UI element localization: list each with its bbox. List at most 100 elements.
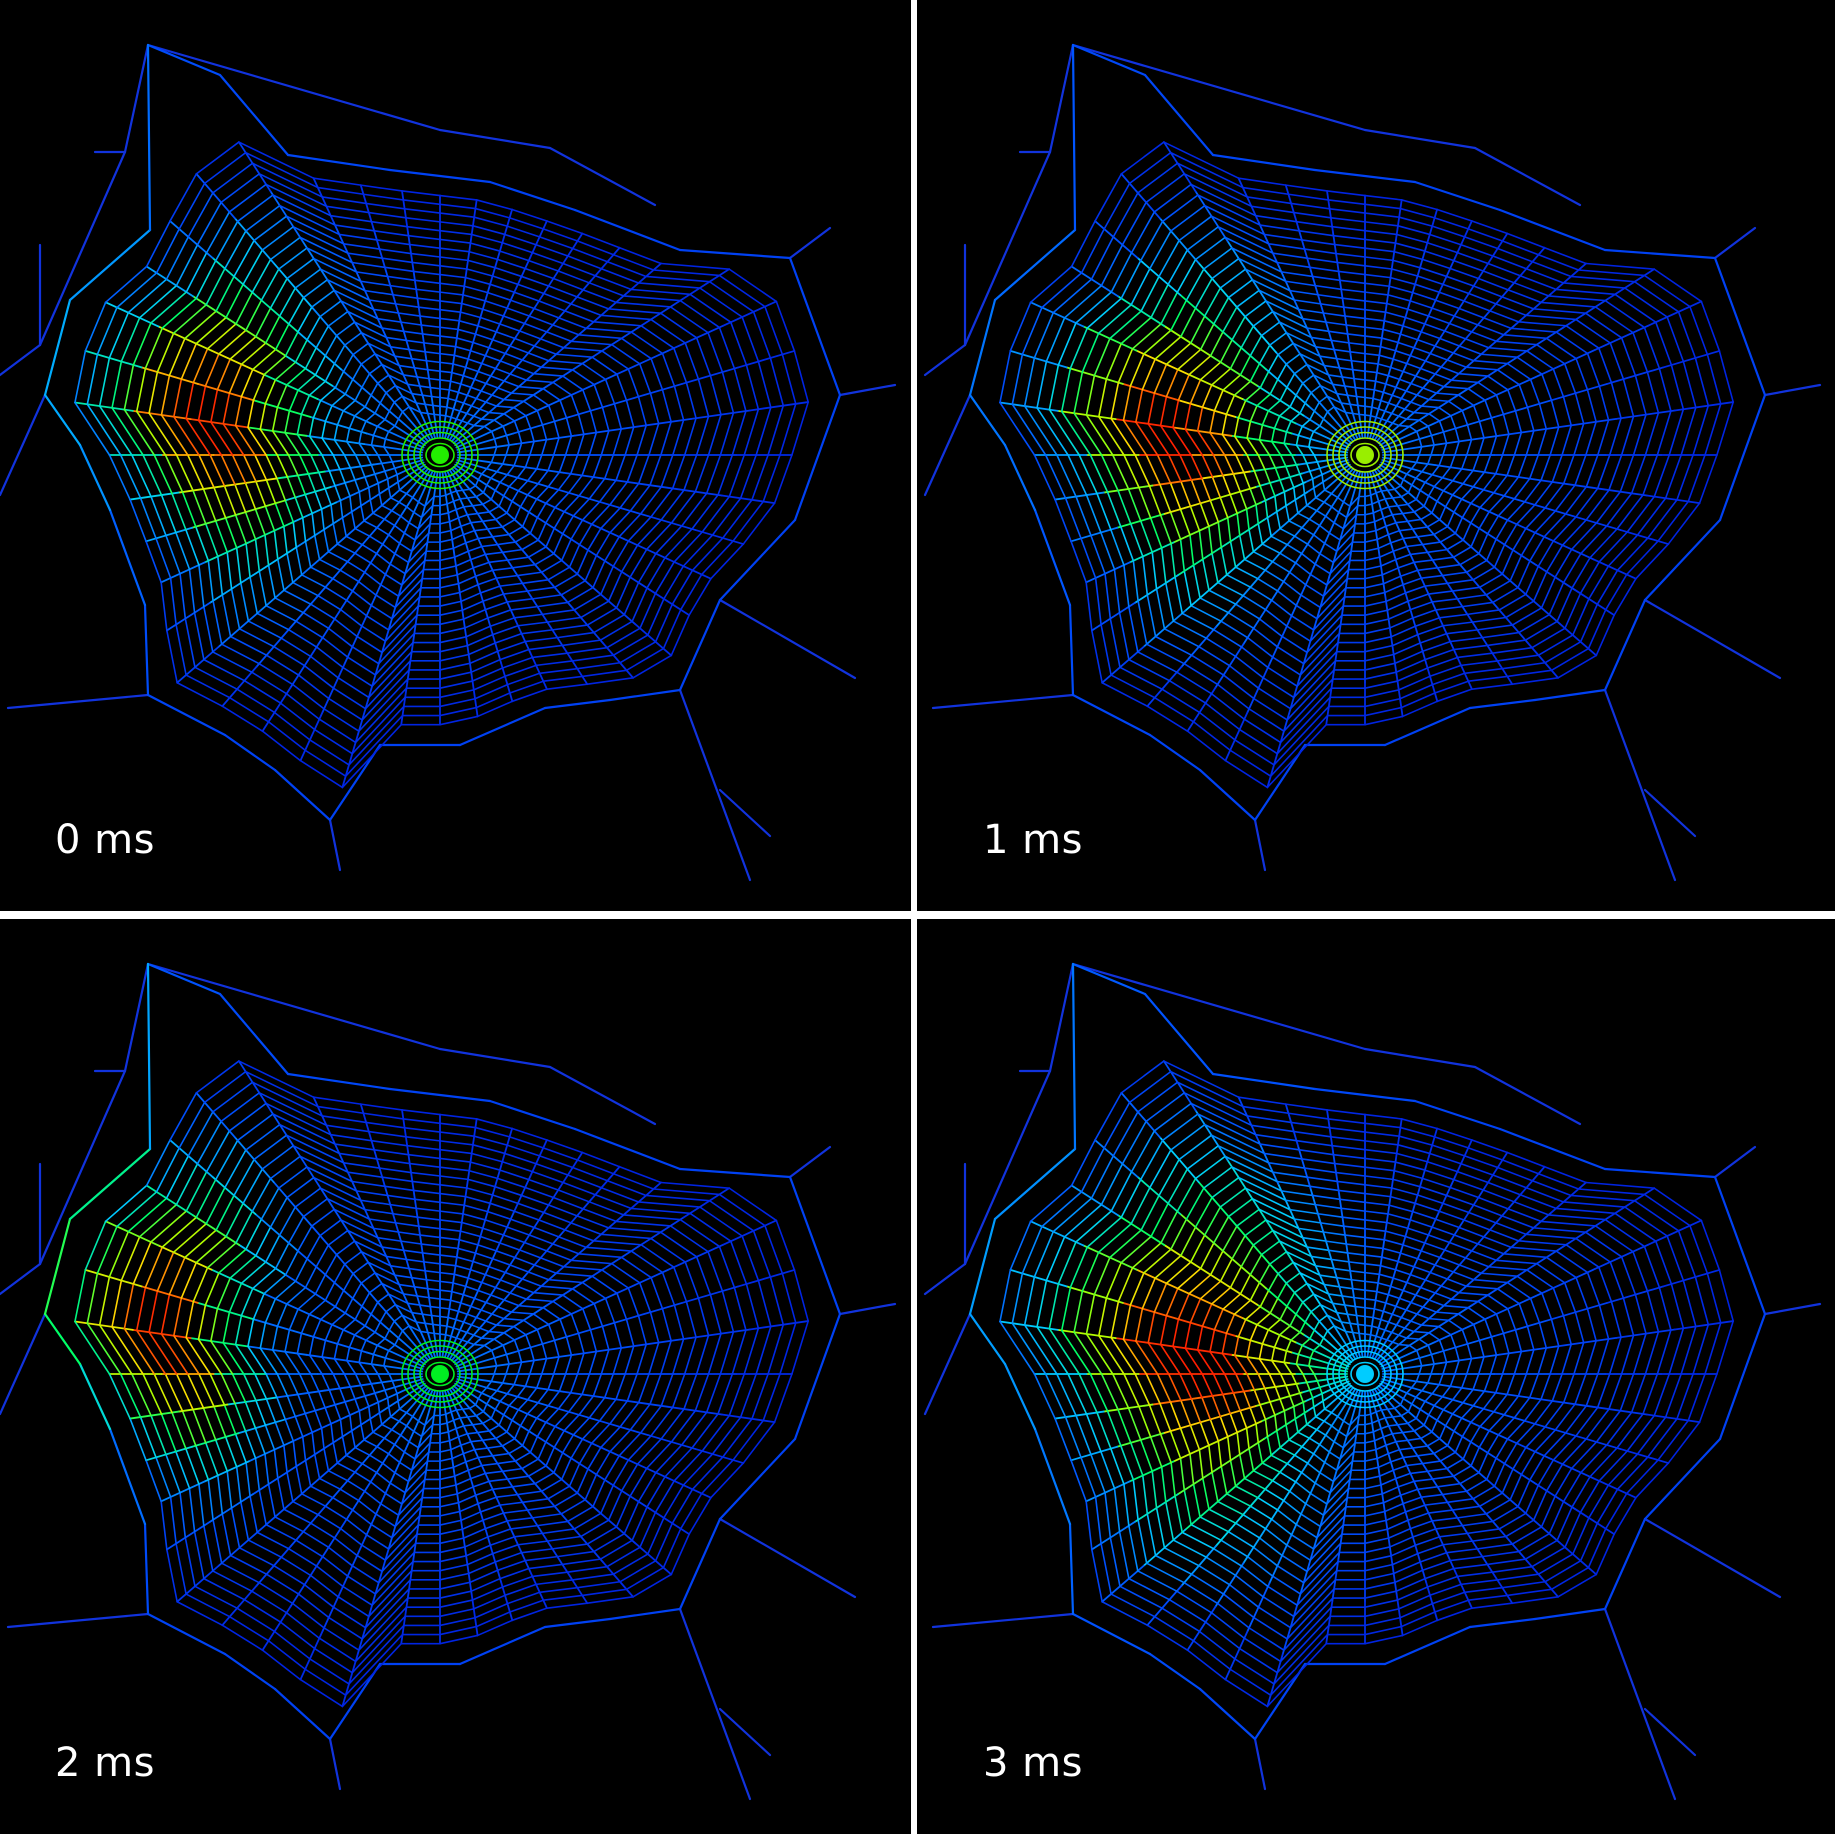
- spiral-thread: [341, 1435, 347, 1457]
- radial-thread: [312, 177, 335, 223]
- spiral-thread: [1350, 359, 1366, 364]
- spiral-thread: [348, 1334, 356, 1349]
- spiral-thread: [1319, 303, 1345, 308]
- radial-thread: [1429, 473, 1479, 489]
- spiral-thread: [502, 590, 529, 595]
- spiral-thread: [1336, 1311, 1349, 1316]
- spiral-thread: [1146, 705, 1189, 732]
- radial-thread: [345, 556, 376, 602]
- spiral-thread: [1409, 551, 1429, 556]
- spiral-thread: [506, 1591, 541, 1605]
- spiral-thread: [1323, 1408, 1333, 1414]
- spiral-thread: [311, 512, 316, 537]
- spiral-thread: [683, 1336, 697, 1375]
- spiral-thread: [473, 216, 508, 227]
- spiral-thread: [186, 1373, 205, 1409]
- spiral-thread: [1153, 183, 1192, 213]
- spiral-thread: [1420, 331, 1441, 340]
- spiral-thread: [407, 1460, 429, 1483]
- radial-thread: [1465, 611, 1491, 650]
- spiral-thread: [1190, 454, 1203, 480]
- radial-thread: [450, 1386, 483, 1424]
- spiral-thread: [450, 1335, 458, 1339]
- spiral-thread: [313, 1647, 354, 1674]
- spiral-thread: [506, 1383, 515, 1395]
- spiral-thread: [1276, 590, 1298, 607]
- spiral-thread: [541, 424, 548, 441]
- spiral-thread: [571, 654, 615, 662]
- spiral-thread: [1364, 1289, 1378, 1293]
- spiral-thread: [132, 1241, 152, 1285]
- spiral-thread: [570, 1438, 584, 1460]
- spiral-thread: [1327, 374, 1343, 378]
- spiral-thread: [339, 1488, 360, 1502]
- spiral-thread: [439, 1219, 463, 1224]
- spiral-thread: [450, 1409, 458, 1413]
- spiral-thread: [1397, 341, 1415, 349]
- spiral-thread: [708, 1199, 755, 1232]
- spiral-thread: [683, 454, 698, 491]
- spiral-thread: [1314, 496, 1325, 503]
- spiral-thread: [464, 1285, 479, 1292]
- spiral-thread: [729, 321, 748, 366]
- spiral-thread: [455, 1337, 463, 1341]
- spiral-thread: [606, 627, 641, 649]
- radial-thread: [504, 1392, 554, 1408]
- radial-thread: [1413, 1416, 1453, 1450]
- spiral-thread: [755, 1325, 772, 1375]
- spiral-thread: [462, 1527, 487, 1539]
- radial-thread: [1390, 1553, 1398, 1596]
- spiral-thread: [503, 1332, 516, 1341]
- radial-thread: [372, 1226, 394, 1272]
- spiral-thread: [670, 614, 690, 657]
- spiral-thread: [342, 353, 354, 373]
- spiral-thread: [1258, 439, 1271, 456]
- spiral-thread: [389, 1415, 400, 1422]
- spiral-thread: [1608, 454, 1623, 491]
- spiral-thread: [252, 1292, 265, 1321]
- spiral-thread: [514, 1256, 536, 1266]
- spiral-thread: [318, 718, 357, 744]
- radial-thread: [562, 471, 618, 482]
- radial-thread: [1209, 1273, 1259, 1306]
- spiral-thread: [764, 1224, 784, 1275]
- spiral-thread: [495, 574, 519, 579]
- frame-thread: [488, 1099, 577, 1131]
- spiral-thread: [1252, 627, 1279, 648]
- spiral-thread: [205, 211, 231, 254]
- radial-thread: [1433, 1316, 1489, 1344]
- spiral-thread: [741, 1235, 760, 1282]
- spiral-thread: [1248, 528, 1255, 553]
- spiral-thread: [636, 1343, 647, 1375]
- spiral-thread: [1364, 405, 1373, 408]
- spiral-thread: [646, 1517, 665, 1555]
- radial-thread: [1377, 412, 1415, 445]
- radial-thread: [1215, 1505, 1252, 1547]
- spiral-thread: [646, 1475, 666, 1508]
- spiral-thread: [1285, 1384, 1291, 1397]
- spiral-thread: [471, 1586, 504, 1601]
- spiral-thread: [411, 1180, 441, 1186]
- spiral-thread: [505, 1363, 510, 1375]
- radial-thread: [1312, 1495, 1330, 1550]
- spiral-thread: [1350, 1278, 1366, 1283]
- spiral-thread: [1383, 583, 1404, 594]
- radial-thread: [1219, 519, 1265, 549]
- spiral-thread: [1294, 1418, 1299, 1433]
- radial-thread: [316, 1317, 372, 1344]
- spiral-thread: [210, 1307, 219, 1342]
- spiral-thread: [1342, 1432, 1358, 1449]
- spiral-thread: [320, 1427, 325, 1450]
- spiral-thread: [185, 1447, 200, 1485]
- spiral-thread: [484, 1273, 502, 1281]
- spiral-thread: [513, 1339, 520, 1352]
- spiral-thread: [565, 417, 573, 437]
- spiral-thread: [439, 1306, 451, 1310]
- spiral-thread: [1364, 697, 1401, 708]
- spiral-thread: [1449, 267, 1480, 280]
- spiral-thread: [535, 1404, 550, 1419]
- anchor-thread: [838, 383, 897, 397]
- frame-thread: [286, 1072, 392, 1091]
- spiral-thread: [1169, 482, 1182, 510]
- spiral-thread: [650, 318, 687, 344]
